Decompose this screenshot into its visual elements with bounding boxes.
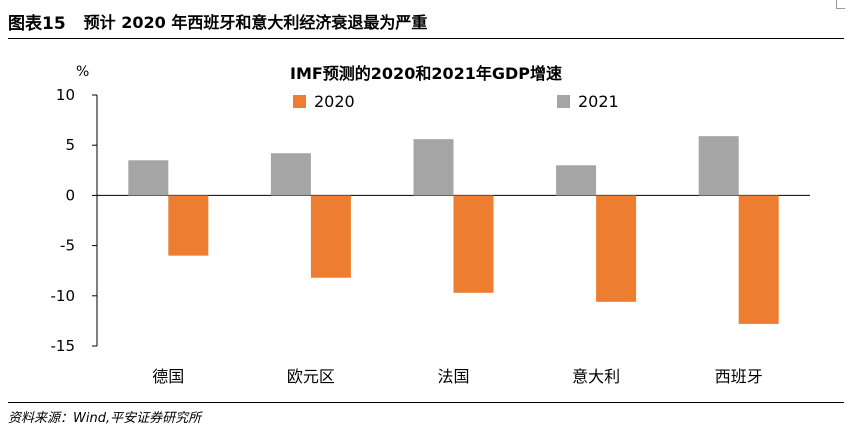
header-rule xyxy=(8,38,844,39)
x-tick-label: 意大利 xyxy=(572,367,620,386)
figure-number: 图表15 xyxy=(8,13,66,34)
figure-title: 预计 2020 年西班牙和意大利经济衰退最为严重 xyxy=(83,13,428,32)
legend-label-2020: 2020 xyxy=(314,92,355,111)
bar-2020-2 xyxy=(453,195,494,293)
y-tick-label: 0 xyxy=(65,186,75,204)
x-tick-label: 西班牙 xyxy=(715,367,763,386)
y-tick-label: 10 xyxy=(56,86,75,104)
bar-2020-4 xyxy=(738,195,779,324)
legend-item-2020: 2020 xyxy=(293,92,355,111)
figure-header: 图表15 预计 2020 年西班牙和意大利经济衰退最为严重 xyxy=(8,8,427,34)
legend-item-2021: 2021 xyxy=(557,92,619,111)
bar-2021-3 xyxy=(556,165,597,196)
legend-swatch-2021 xyxy=(557,95,570,108)
x-tick-label: 德国 xyxy=(152,367,184,386)
bar-2021-4 xyxy=(698,136,739,196)
bar-2021-1 xyxy=(270,153,311,196)
y-tick-label: -15 xyxy=(51,337,76,355)
legend-swatch-2020 xyxy=(293,95,306,108)
y-tick-label: -10 xyxy=(51,287,76,305)
y-tick-label: -5 xyxy=(60,237,75,255)
bar-2020-0 xyxy=(168,195,209,256)
chart-title: IMF预测的2020和2021年GDP增速 xyxy=(289,64,562,83)
x-tick-label: 欧元区 xyxy=(287,367,335,386)
y-tick-label: 5 xyxy=(65,136,75,154)
corner-mark xyxy=(836,0,845,9)
footer-rule xyxy=(8,402,844,403)
source-note: 资料来源：Wind,平安证券研究所 xyxy=(8,411,202,426)
legend-label-2021: 2021 xyxy=(578,92,619,111)
bar-chart: 10 5 0 -5 -10 -15 德国 欧元区 法国 意大利 西班牙 xyxy=(51,86,810,386)
bar-2020-3 xyxy=(596,195,637,302)
bar-2020-1 xyxy=(310,195,351,278)
x-tick-label: 法国 xyxy=(437,367,469,386)
bar-2021-0 xyxy=(128,160,169,196)
y-axis-unit: % xyxy=(76,64,90,80)
bar-2021-2 xyxy=(413,139,454,196)
